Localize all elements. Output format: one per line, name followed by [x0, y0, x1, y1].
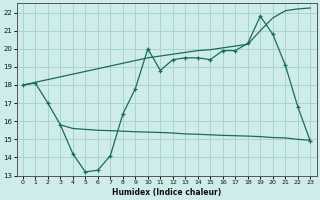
- X-axis label: Humidex (Indice chaleur): Humidex (Indice chaleur): [112, 188, 221, 197]
